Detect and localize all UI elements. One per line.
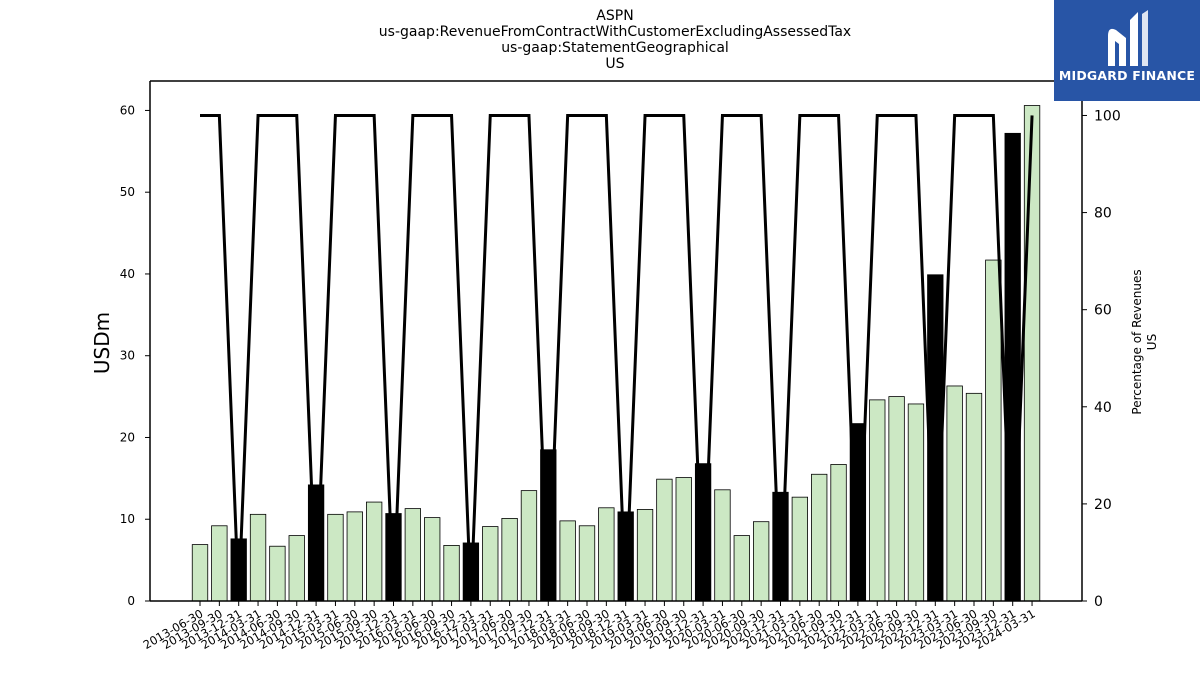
bar: [714, 489, 731, 602]
bar: [965, 392, 983, 602]
bar: [733, 535, 750, 602]
title-line-1: ASPN: [596, 8, 633, 24]
bar: [559, 520, 576, 602]
bar: [907, 403, 925, 602]
bar-series: [191, 105, 1041, 602]
bar: [753, 521, 770, 602]
brand-name: MIDGARD FINANCE: [1058, 68, 1196, 83]
bar: [520, 490, 538, 602]
y-axis-right: 0 20 40 60 80 100: [1082, 108, 1121, 610]
bar: [675, 477, 692, 602]
y-tick-label: 10: [120, 512, 135, 526]
y-axis-right-label-line-2: US: [1145, 334, 1159, 350]
bar: [830, 464, 847, 602]
bar: [191, 544, 209, 602]
title-line-2: us-gaap:RevenueFromContractWithCustomerE…: [379, 24, 851, 40]
bar: [327, 513, 344, 602]
chart-title: ASPN us-gaap:RevenueFromContractWithCust…: [379, 8, 851, 72]
bar: [482, 526, 499, 602]
y-tick-label: 50: [120, 185, 135, 199]
y-right-tick-label: 40: [1094, 400, 1112, 416]
y-tick-label: 20: [120, 430, 135, 444]
bar: [791, 496, 808, 602]
bar: [656, 478, 673, 602]
bar: [365, 501, 383, 602]
bar: [946, 385, 963, 602]
bar: [211, 525, 228, 602]
y-axis-right-label-line-1: Percentage of Revenues: [1130, 269, 1144, 414]
y-right-tick-label: 100: [1094, 108, 1121, 124]
axes: [149, 80, 1083, 602]
bar: [598, 507, 615, 602]
bar: [869, 399, 886, 602]
title-line-3: us-gaap:StatementGeographical: [501, 40, 729, 56]
y-right-tick-label: 60: [1094, 303, 1112, 319]
y-tick-label: 0: [127, 594, 135, 608]
bar: [888, 396, 905, 602]
y-right-tick-label: 80: [1094, 206, 1112, 222]
x-axis: 2013-06-302013-09-302013-12-312014-03-31…: [141, 601, 1038, 652]
y-tick-label: 30: [120, 349, 135, 363]
logo-mark-icon: [1108, 10, 1148, 66]
percentage-line: [200, 113, 1034, 602]
y-right-tick-label: 0: [1094, 594, 1103, 610]
y-axis-left: 0 10 20 30 40 50 60: [120, 103, 150, 608]
y-tick-label: 60: [120, 103, 135, 117]
bar: [424, 517, 441, 602]
bar: [346, 511, 363, 602]
bar: [404, 508, 422, 602]
bar: [578, 525, 596, 602]
brand-logo: MIDGARD FINANCE: [1054, 0, 1200, 101]
title-line-4: US: [605, 56, 624, 72]
bar: [985, 259, 1002, 602]
bar: [1023, 105, 1041, 602]
bar: [636, 509, 654, 602]
bar: [269, 545, 286, 602]
bar: [288, 535, 305, 602]
bar: [249, 513, 267, 602]
y-tick-label: 40: [120, 267, 135, 281]
bar: [811, 473, 828, 602]
y-right-tick-label: 20: [1094, 497, 1112, 513]
bar: [1004, 132, 1021, 602]
bar: [443, 545, 460, 602]
y-axis-label: USDm: [90, 312, 114, 374]
bar: [501, 518, 518, 602]
line-series: [200, 113, 1034, 602]
